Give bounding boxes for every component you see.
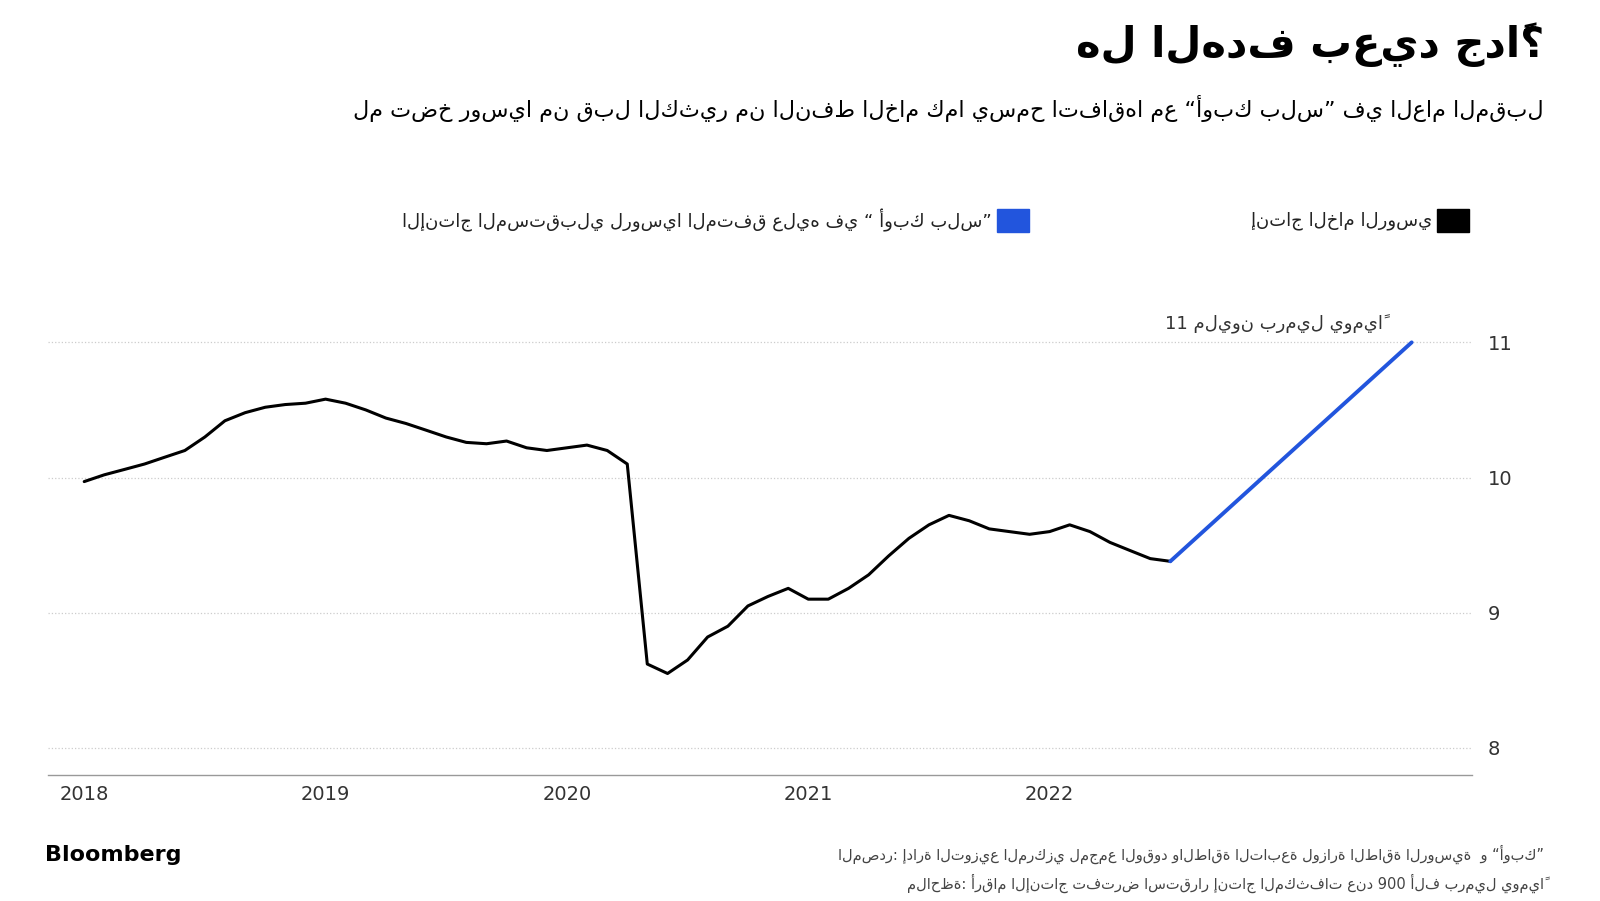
Text: ملاحظة: أرقام الإنتاج تفترض استقرار إنتاج المكثفات عند 900 ألف برميل يومياً: ملاحظة: أرقام الإنتاج تفترض استقرار إنتا… (907, 874, 1544, 893)
Text: هل الهدف بعيد جداً؟: هل الهدف بعيد جداً؟ (1075, 23, 1544, 68)
Text: Bloomberg: Bloomberg (45, 845, 181, 865)
Text: 11 مليون برميل يومياً: 11 مليون برميل يومياً (1165, 314, 1382, 334)
Text: الإنتاج المستقبلي لروسيا المتفق عليه في “ أوبك بلس”: الإنتاج المستقبلي لروسيا المتفق عليه في … (402, 209, 992, 232)
Text: لم تضخ روسيا من قبل الكثير من النفط الخام كما يسمح اتفاقها مع “أوبك بلس” في العا: لم تضخ روسيا من قبل الكثير من النفط الخا… (354, 95, 1544, 122)
Text: إنتاج الخام الروسي: إنتاج الخام الروسي (1251, 212, 1432, 230)
Text: المصدر: إدارة التوزيع المركزي لمجمع الوقود والطاقة التابعة لوزارة الطاقة الروسية: المصدر: إدارة التوزيع المركزي لمجمع الوق… (838, 845, 1544, 864)
